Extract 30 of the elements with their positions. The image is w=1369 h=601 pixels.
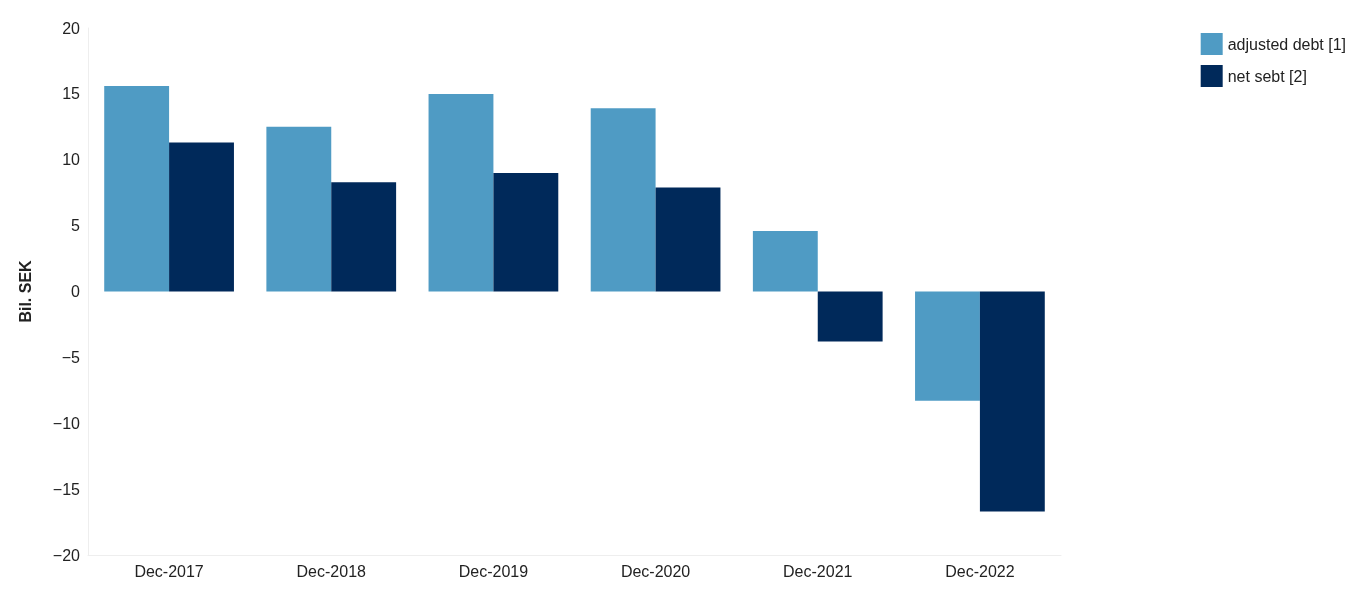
- x-tick-label: Dec-2022: [945, 562, 1015, 580]
- bar: [104, 85, 170, 292]
- y-tick-label: 5: [71, 217, 81, 235]
- y-tick-label: −10: [52, 414, 81, 432]
- legend-label: adjusted debt [1]: [1227, 35, 1346, 53]
- bar: [331, 182, 397, 292]
- x-tick-label: Dec-2019: [458, 562, 529, 580]
- bar: [590, 108, 656, 292]
- y-tick-label: −20: [52, 546, 81, 564]
- y-tick-label: 15: [62, 85, 81, 103]
- bar: [493, 172, 559, 292]
- bar: [266, 126, 332, 292]
- bar: [428, 93, 494, 292]
- x-tick-label: Dec-2018: [296, 562, 367, 580]
- x-tick-label: Dec-2021: [783, 562, 853, 580]
- bar: [752, 230, 818, 292]
- bar: [817, 291, 883, 342]
- y-tick-label: 10: [62, 151, 81, 169]
- x-tick-label: Dec-2020: [620, 562, 691, 580]
- bar: [655, 187, 721, 292]
- y-tick-label: −5: [61, 348, 81, 366]
- y-tick-label: −15: [52, 480, 81, 498]
- bar: [915, 291, 980, 401]
- legend-label: net sebt [2]: [1227, 67, 1307, 85]
- bar: [979, 291, 1045, 512]
- y-tick-label: 20: [62, 19, 81, 37]
- y-axis-title: Bil. SEK: [16, 259, 34, 323]
- bar: [169, 142, 234, 292]
- x-tick-label: Dec-2017: [134, 562, 204, 580]
- y-tick-label: 0: [71, 283, 81, 300]
